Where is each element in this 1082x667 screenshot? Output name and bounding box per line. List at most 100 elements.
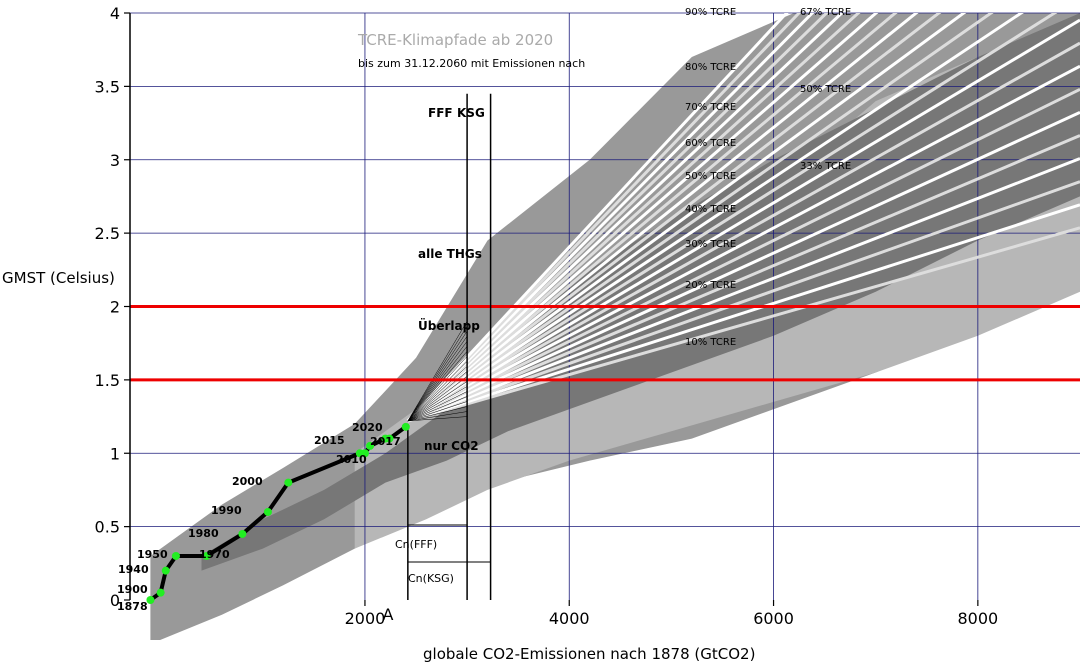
tcre-pathway-line <box>407 134 1080 423</box>
label-nur-co2: nur CO2 <box>424 439 479 453</box>
label-cn-fff: Cn(FFF) <box>395 538 437 551</box>
tcre-pathway-line <box>407 203 1080 423</box>
x-tick-label: 8000 <box>957 609 998 628</box>
fine-pathway-line <box>407 376 468 422</box>
tcre-pathway-line <box>407 111 1080 423</box>
y-axis-label: GMST (Celsius) <box>2 269 115 287</box>
tcre-pathway-line <box>406 13 942 423</box>
year-label: 1970 <box>199 548 230 561</box>
tcre-label: 30% TCRE <box>685 239 736 250</box>
fine-pathway-line <box>407 401 468 422</box>
y-tick-label: 0 <box>110 591 120 610</box>
historical-point <box>366 441 375 450</box>
fine-pathway-line <box>407 366 468 422</box>
tcre-pathway-line <box>407 41 1080 423</box>
tcre-pathway-line <box>406 13 879 423</box>
fine-pathway-line <box>407 361 468 422</box>
label-alle-thgs: alle THGs <box>418 247 482 261</box>
tcre-label: 40% TCRE <box>685 204 736 215</box>
year-label: 2015 <box>314 434 345 447</box>
x-tick-label: 6000 <box>753 609 794 628</box>
y-tick-label: 1 <box>110 444 120 463</box>
year-label: 1980 <box>188 527 219 540</box>
tcre-label: 33% TCRE <box>800 161 851 172</box>
x-tick-label: 2000 <box>345 609 386 628</box>
x-axis-label: globale CO2-Emissionen nach 1878 (GtCO2) <box>423 645 755 663</box>
year-label: 1940 <box>118 563 149 576</box>
tcre-pathway-line <box>407 13 1058 423</box>
y-tick-label: 3 <box>110 151 120 170</box>
year-label: 1990 <box>211 504 242 517</box>
historical-series <box>146 422 410 604</box>
fine-pathway-line <box>407 381 468 422</box>
fine-pathway-line <box>407 346 468 422</box>
tcre-pathway-line <box>406 13 845 423</box>
label-cn-ksg: Cn(KSG) <box>408 572 454 585</box>
tcre-pathway-line <box>406 13 829 423</box>
tcre-pathway-line <box>406 13 994 423</box>
year-label: 2017 <box>370 435 401 448</box>
x-tick-label: 4000 <box>549 609 590 628</box>
temperature-thresholds <box>130 305 1080 382</box>
label-fff: FFF <box>428 106 453 120</box>
fine-pathway-line <box>407 406 468 422</box>
tcre-pathway-line <box>407 18 1080 423</box>
year-label: 1950 <box>137 548 168 561</box>
annotation-labels: alle THGs Überlapp nur CO2 FFF KSG A Cn(FFF) Cn… <box>117 7 851 624</box>
fine-pathway-line <box>407 396 468 422</box>
fine-pathway-line <box>407 326 468 422</box>
tcre-pathway-line <box>407 87 1080 423</box>
budget-lines <box>407 93 492 600</box>
historical-point <box>156 588 165 597</box>
historical-point <box>146 596 155 604</box>
fine-pathway-line <box>407 331 468 422</box>
tcre-label: 50% TCRE <box>800 84 851 95</box>
label-a: A <box>383 605 394 624</box>
chart-title: TCRE-Klimapfade ab 2020 <box>357 31 553 49</box>
label-ksg: KSG <box>457 106 485 120</box>
y-tick-label: 4 <box>110 4 120 23</box>
tcre-label: 50% TCRE <box>685 171 736 182</box>
tcre-label: 20% TCRE <box>685 280 736 291</box>
historical-point <box>161 566 170 575</box>
axes: 0 0.5 1 1.5 2 2.5 3 3.5 4 2000 4000 6000 8000 <box>95 4 999 628</box>
y-tick-label: 2.5 <box>95 224 120 243</box>
y-tick-label: 3.5 <box>95 77 120 96</box>
tcre-pathway-line <box>406 13 898 423</box>
fine-pathway-line <box>407 386 468 422</box>
tcre-label: 70% TCRE <box>685 102 736 113</box>
fine-pathway-line <box>407 391 468 422</box>
fine-pathway-line <box>407 321 468 422</box>
tcre-pathway-line <box>406 13 967 423</box>
year-label: 2020 <box>352 421 383 434</box>
fine-pathway-line <box>407 416 468 422</box>
fine-pathway-line <box>407 411 468 422</box>
tcre-pathway-line <box>406 13 919 423</box>
tcre-label: 80% TCRE <box>685 62 736 73</box>
y-tick-label: 2 <box>110 298 120 317</box>
tcre-pathway-line <box>407 64 1080 423</box>
tcre-pathway-line <box>407 226 1080 423</box>
year-label: 2010 <box>336 453 367 466</box>
year-label: 1900 <box>117 583 148 596</box>
tcre-pathway-line <box>406 13 861 423</box>
tcre-label: 10% TCRE <box>685 337 736 348</box>
historical-point <box>202 551 211 560</box>
historical-point <box>385 434 394 443</box>
fine-pathway-line <box>407 351 468 422</box>
y-tick-label: 1.5 <box>95 371 120 390</box>
fine-pathway-line <box>407 356 468 422</box>
historical-point <box>401 422 410 431</box>
historical-point <box>360 449 369 458</box>
tcre-pathway-line <box>407 157 1080 423</box>
historical-point <box>171 551 180 560</box>
historical-point <box>284 478 293 487</box>
y-tick-label: 0.5 <box>95 518 120 537</box>
uncertainty-bands <box>150 13 1080 640</box>
year-label: 1878 <box>117 600 148 613</box>
historical-point <box>263 507 272 516</box>
historical-point <box>238 529 247 538</box>
tcre-label: 67% TCRE <box>800 7 851 18</box>
tcre-label: 90% TCRE <box>685 7 736 18</box>
tcre-pathway-line <box>406 13 789 422</box>
